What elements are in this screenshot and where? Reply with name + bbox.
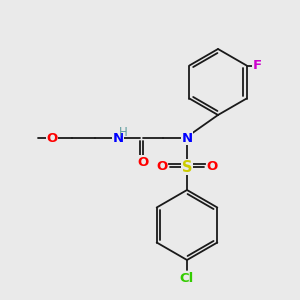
Text: O: O (137, 155, 148, 169)
Text: Cl: Cl (180, 272, 194, 284)
Text: F: F (253, 59, 262, 72)
Text: S: S (182, 160, 192, 175)
Text: O: O (206, 160, 218, 173)
Text: O: O (46, 131, 58, 145)
Text: O: O (156, 160, 168, 173)
Text: N: N (112, 131, 124, 145)
Text: H: H (118, 125, 127, 139)
Text: N: N (182, 131, 193, 145)
